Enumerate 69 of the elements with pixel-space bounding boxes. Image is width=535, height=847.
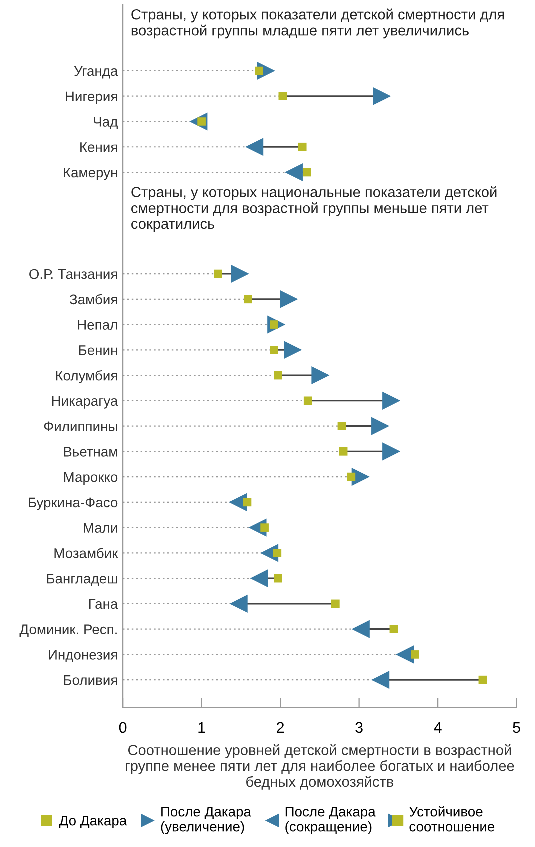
point xyxy=(278,92,288,101)
y-tick-label: Никарагуа xyxy=(52,396,118,409)
point xyxy=(382,392,401,410)
y-tick-label: Колумбия xyxy=(56,370,118,384)
y-tick-label: Гана xyxy=(89,599,118,610)
y-tick-label: Бангладеш xyxy=(47,574,118,586)
x-tick-label: 0 xyxy=(119,722,127,734)
point xyxy=(298,142,307,152)
x-tick-label: 3 xyxy=(356,722,363,734)
y-tick-label: Мали xyxy=(84,523,118,533)
point xyxy=(250,570,268,588)
y-tick-label: Доминик. Респ. xyxy=(20,624,117,638)
y-tick-label: Камерун xyxy=(64,168,118,180)
point xyxy=(382,442,401,461)
y-tick-label: Марокко xyxy=(64,472,118,485)
y-tick-label: Кения xyxy=(80,142,118,152)
point xyxy=(478,676,488,684)
y-tick-label: Замбия xyxy=(70,294,118,305)
point xyxy=(347,472,356,482)
point xyxy=(246,138,264,156)
y-tick-label: Непал xyxy=(78,320,118,330)
annotation: Страны, у которых показатели детской смертности для возрастной группы младше пяти лет увеличились xyxy=(132,8,504,39)
x-tick-label: 1 xyxy=(198,722,206,733)
point xyxy=(352,620,370,638)
legend-label: После Дакара (увеличение) xyxy=(161,807,252,834)
y-tick-label: О.Р. Танзания xyxy=(30,269,118,280)
point xyxy=(274,574,282,583)
point xyxy=(332,600,340,608)
point xyxy=(411,650,420,659)
point xyxy=(339,448,348,456)
point xyxy=(284,341,302,360)
point xyxy=(231,264,250,284)
y-tick-label: Уганда xyxy=(74,66,118,79)
x-tick-label: 4 xyxy=(434,722,442,733)
annotation: Страны, у которых национальные показатели детской смертности для возрастной группы меньше пяти лет сократились xyxy=(132,186,497,232)
point xyxy=(390,625,398,634)
point xyxy=(243,498,252,507)
point xyxy=(260,524,269,532)
y-tick-label: Филиппины xyxy=(44,422,118,432)
point xyxy=(214,270,223,278)
point xyxy=(312,366,330,385)
y-tick-label: Нигерия xyxy=(66,92,118,104)
x-axis-title: Соотношение уровней детской смертности в возрастной группе менее пяти лет для наиболее богатых и наиболее бедных домохозяйств xyxy=(126,744,514,790)
point xyxy=(273,549,282,558)
y-tick-label: Бенин xyxy=(79,346,118,356)
y-tick-label: Боливия xyxy=(64,676,118,686)
point xyxy=(303,168,312,177)
y-tick-label: Вьетнам xyxy=(64,447,118,457)
y-tick-label: Буркина-Фасо xyxy=(29,498,118,510)
point xyxy=(280,290,298,308)
legend-label: Устойчивое соотношение xyxy=(410,806,495,832)
y-tick-label: Мозамбик xyxy=(54,548,118,558)
y-tick-label: Индонезия xyxy=(49,650,118,663)
point xyxy=(372,671,390,690)
point xyxy=(230,594,248,613)
point xyxy=(274,371,282,380)
point xyxy=(270,346,278,354)
point xyxy=(244,295,252,304)
point xyxy=(304,396,312,406)
point xyxy=(255,66,264,76)
y-tick-label: Чад xyxy=(94,117,118,130)
point xyxy=(284,163,303,182)
legend-label: После Дакара (сокращение) xyxy=(286,807,376,834)
point xyxy=(372,417,390,436)
x-tick-label: 5 xyxy=(513,722,520,734)
legend-label: До Дакара xyxy=(59,816,128,828)
point xyxy=(338,422,346,430)
point xyxy=(373,87,392,106)
x-tick-label: 2 xyxy=(277,722,284,733)
